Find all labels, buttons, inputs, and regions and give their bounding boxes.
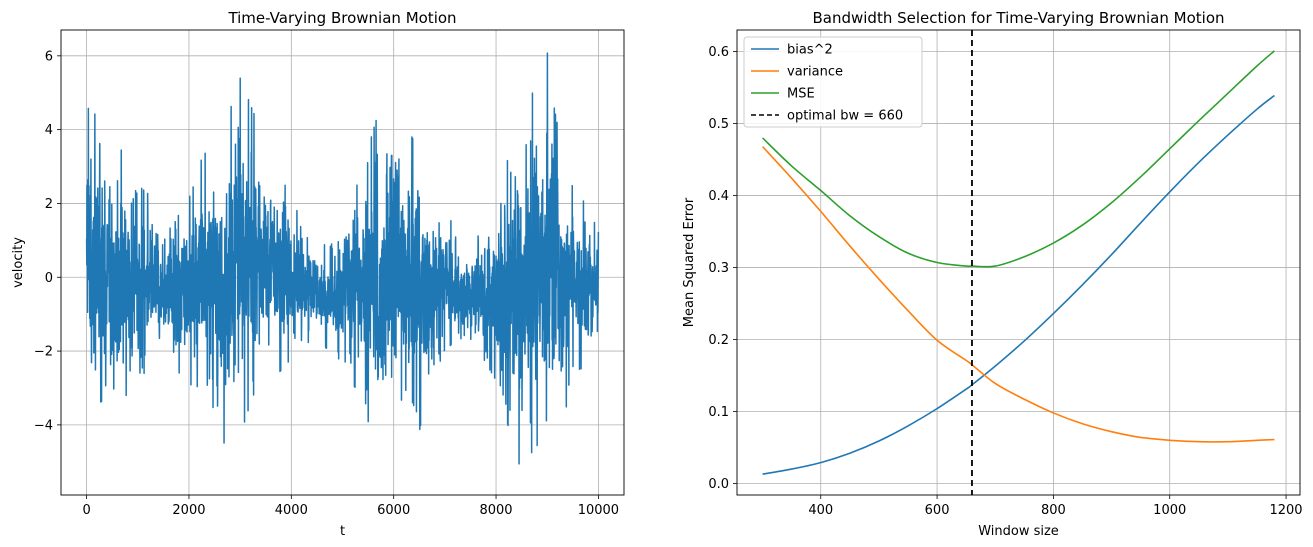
axes-frame: [736, 29, 1301, 496]
x-tick-label: 1200: [1269, 503, 1302, 518]
x-tick-label: 2000: [172, 503, 205, 518]
y-tick-label: −2: [34, 345, 53, 360]
x-tick-label: 6000: [377, 503, 410, 518]
y-ticks: −4 −2 0 2 4 6: [34, 49, 61, 433]
bias-squared-line: [762, 94, 1275, 475]
x-tick-label: 4000: [275, 503, 308, 518]
y-tick-label: 4: [45, 123, 53, 138]
legend-item-bias: bias^2: [751, 43, 833, 58]
chart-title: Bandwidth Selection for Time-Varying Bro…: [812, 9, 1224, 27]
y-tick-label: −4: [34, 418, 53, 433]
velocity-series-line: [85, 52, 600, 465]
y-tick-label: 0.1: [708, 405, 729, 420]
y-tick-label: 0.5: [708, 117, 729, 132]
y-axis-label: Mean Squared Error: [682, 197, 697, 327]
legend-label-mse: MSE: [787, 87, 815, 102]
x-tick-label: 600: [925, 503, 950, 518]
series-lines: [762, 30, 1275, 495]
x-tick-label: 0: [82, 503, 90, 518]
x-tick-label: 1000: [1153, 503, 1186, 518]
x-tick-label: 400: [808, 503, 833, 518]
brownian-motion-chart: 0 2000 4000 6000 8000 10000 −4 −2 0 2 4 6 Time-Var…: [11, 9, 625, 539]
y-tick-label: 0.3: [708, 261, 729, 276]
x-tick-label: 800: [1041, 503, 1066, 518]
x-tick-label: 8000: [479, 503, 512, 518]
legend-item-variance: variance: [751, 65, 843, 80]
y-tick-label: 0.4: [708, 189, 729, 204]
y-ticks: 0.0 0.1 0.2 0.3 0.4 0.5 0.6: [708, 45, 737, 492]
x-tick-label: 10000: [578, 503, 619, 518]
y-tick-label: 0.0: [708, 477, 729, 492]
legend-label-variance: variance: [787, 65, 843, 80]
y-tick-label: 0.6: [708, 45, 729, 60]
x-ticks: 0 2000 4000 6000 8000 10000: [82, 495, 619, 518]
x-ticks: 400 600 800 1000 1200: [808, 495, 1303, 518]
chart-title: Time-Varying Brownian Motion: [227, 9, 456, 27]
y-axis-label: velocity: [11, 237, 26, 288]
x-axis-label: Window size: [978, 524, 1059, 539]
y-tick-label: 0: [45, 271, 53, 286]
bandwidth-selection-chart: 400 600 800 1000 1200 0.00.10.20.30.40.50.6 …: [682, 9, 1303, 539]
x-axis-label: t: [340, 524, 345, 539]
axes-frame: [60, 29, 625, 496]
mse-line: [762, 50, 1275, 268]
legend: bias^2 variance MSE optimal bw = 660: [743, 36, 923, 128]
legend-item-optimal-bw: optimal bw = 660: [751, 109, 903, 124]
y-tick-label: 0.2: [708, 333, 729, 348]
variance-line: [762, 146, 1275, 443]
y-tick-label: 2: [45, 197, 53, 212]
legend-item-mse: MSE: [751, 87, 815, 102]
legend-label-optimal-bw: optimal bw = 660: [787, 109, 903, 124]
legend-box: [743, 36, 923, 128]
legend-label-bias: bias^2: [787, 43, 833, 58]
y-tick-label: 6: [45, 49, 53, 64]
